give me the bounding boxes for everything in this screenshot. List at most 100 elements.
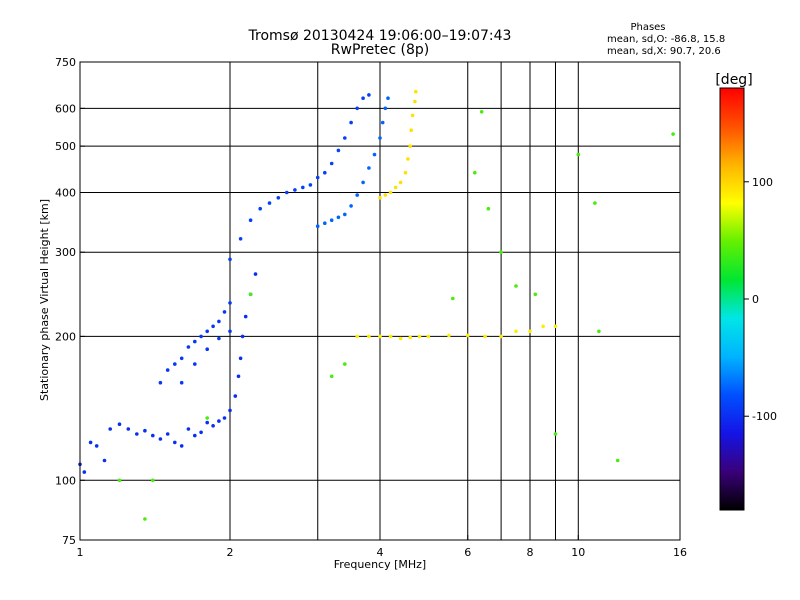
x-tick-label: 1 <box>77 546 84 559</box>
data-point <box>173 440 177 445</box>
data-point <box>238 237 243 241</box>
data-point <box>398 180 403 185</box>
data-point <box>308 183 313 187</box>
data-point <box>238 356 243 361</box>
data-point <box>126 427 131 431</box>
data-point <box>514 284 518 288</box>
data-point <box>414 89 418 94</box>
data-point <box>315 224 320 228</box>
data-point <box>94 444 99 448</box>
data-point <box>179 380 184 385</box>
data-point <box>355 193 360 197</box>
data-point <box>380 120 385 125</box>
data-point <box>301 185 305 190</box>
data-point <box>205 329 209 334</box>
data-point <box>228 329 232 334</box>
data-point <box>553 324 558 329</box>
data-point <box>486 206 491 211</box>
data-point <box>82 470 87 474</box>
y-tick-label: 400 <box>55 186 76 199</box>
x-tick-label: 4 <box>377 546 384 559</box>
data-point <box>151 433 155 438</box>
y-tick-label: 75 <box>62 534 76 547</box>
y-tick-label: 200 <box>55 330 76 343</box>
data-points <box>78 89 675 521</box>
data-point <box>410 113 415 118</box>
data-point <box>528 329 532 334</box>
data-point <box>408 144 413 148</box>
data-point <box>199 334 203 339</box>
data-point <box>211 324 215 329</box>
data-point <box>499 334 503 339</box>
data-point <box>243 314 248 319</box>
data-point <box>258 206 263 211</box>
data-point <box>179 444 184 448</box>
colorbar-tick-label: -100 <box>752 410 777 423</box>
data-point <box>367 166 371 170</box>
data-point <box>228 301 232 305</box>
data-point <box>413 99 417 104</box>
colorbar-ticks: 100 0 -100 <box>744 176 777 423</box>
colorbar-tick-label: 0 <box>752 293 759 306</box>
data-point <box>248 292 253 297</box>
data-point <box>217 319 221 324</box>
data-point <box>205 416 209 420</box>
data-point <box>228 408 232 413</box>
x-tick-label: 2 <box>227 546 234 559</box>
data-point <box>315 175 320 180</box>
data-point <box>199 430 203 435</box>
data-point <box>135 432 139 436</box>
data-point <box>108 427 112 431</box>
data-point <box>671 132 675 136</box>
x-tick-label: 6 <box>464 546 471 559</box>
data-point <box>179 356 184 361</box>
x-axis-label: Frequency [MHz] <box>334 558 426 571</box>
data-point <box>217 419 221 423</box>
data-point <box>285 190 289 195</box>
data-point <box>349 204 353 208</box>
data-point <box>378 136 382 140</box>
data-point <box>383 193 388 197</box>
data-point <box>361 96 365 100</box>
data-point <box>336 215 341 220</box>
data-point <box>388 190 393 195</box>
data-point <box>222 416 227 420</box>
data-point <box>329 161 334 166</box>
x-tick-label: 16 <box>673 546 687 559</box>
data-point <box>267 201 272 205</box>
data-point <box>205 347 209 352</box>
data-point <box>447 333 451 338</box>
data-point <box>615 458 620 463</box>
data-point <box>293 188 297 192</box>
data-point <box>343 212 347 217</box>
data-point <box>386 96 390 100</box>
data-point <box>576 152 581 157</box>
data-point <box>158 437 163 441</box>
y-tick-label: 300 <box>55 246 76 259</box>
data-point <box>193 433 197 438</box>
data-point <box>236 374 241 379</box>
data-point <box>173 362 177 366</box>
data-point <box>240 334 245 339</box>
y-tick-label: 750 <box>55 56 76 69</box>
data-point <box>451 296 455 301</box>
y-tick-label: 100 <box>55 474 76 487</box>
data-point <box>553 432 558 436</box>
data-point <box>329 374 334 379</box>
colorbar <box>719 87 745 511</box>
data-point <box>323 221 327 225</box>
data-point <box>143 517 147 521</box>
data-point <box>417 334 422 339</box>
data-point <box>597 329 601 334</box>
data-point <box>378 196 382 200</box>
data-point <box>473 170 477 175</box>
data-point <box>323 170 327 175</box>
data-point <box>186 345 191 349</box>
data-point <box>222 310 227 314</box>
data-point <box>102 458 107 463</box>
data-point <box>465 333 470 338</box>
data-point <box>186 427 191 431</box>
data-point <box>193 362 197 366</box>
data-point <box>541 324 545 329</box>
